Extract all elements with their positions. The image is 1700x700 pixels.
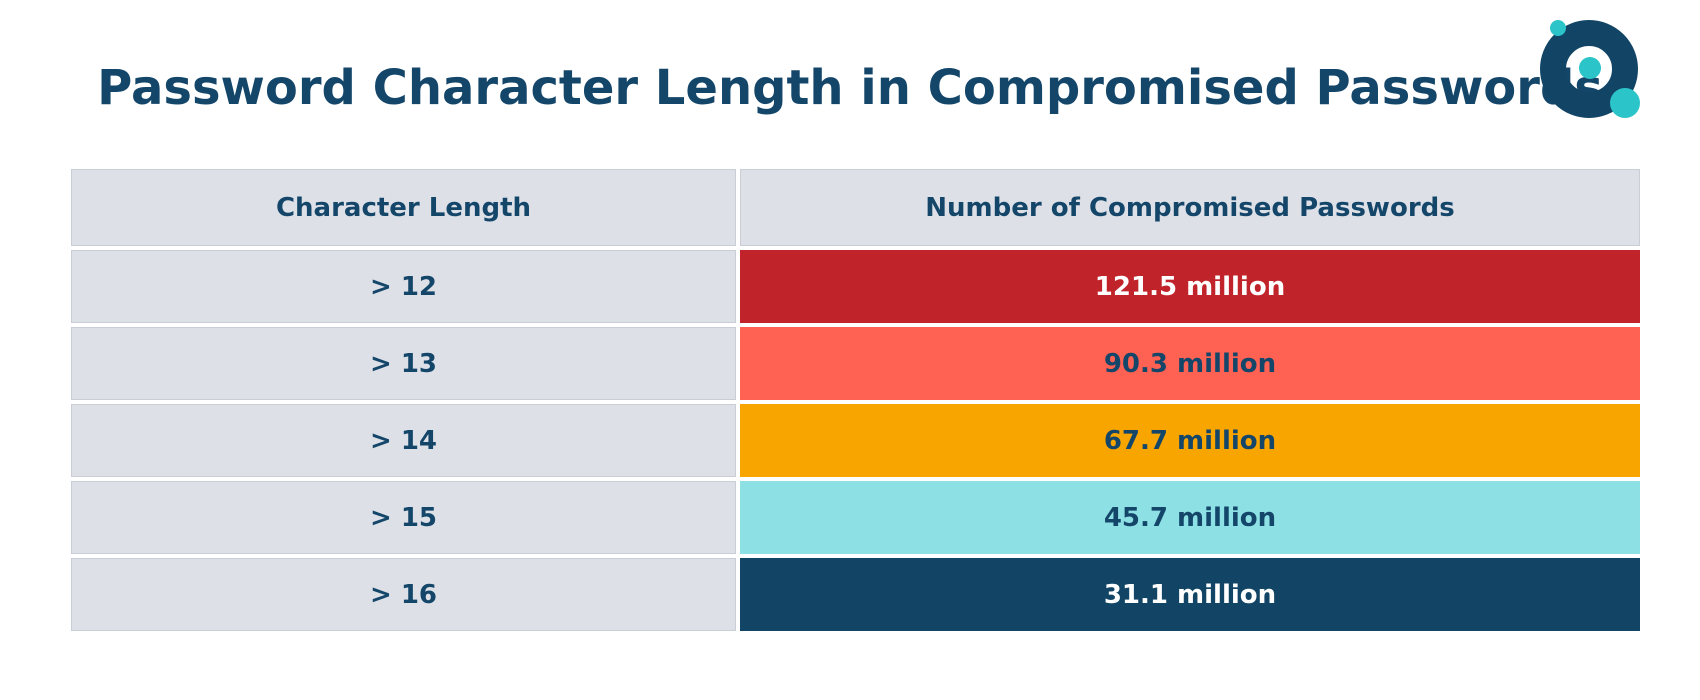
compromised-count-cell: 121.5 million bbox=[740, 250, 1640, 323]
table-row: > 12 121.5 million bbox=[71, 250, 1640, 323]
character-length-cell: > 14 bbox=[71, 404, 736, 477]
compromised-passwords-table: Character Length Number of Compromised P… bbox=[71, 169, 1640, 635]
logo-center-dot bbox=[1579, 57, 1601, 79]
page-title: Password Character Length in Compromised… bbox=[97, 60, 1603, 116]
character-length-cell: > 13 bbox=[71, 327, 736, 400]
compromised-count-cell: 90.3 million bbox=[740, 327, 1640, 400]
logo-large-dot bbox=[1610, 88, 1640, 118]
table-row: > 14 67.7 million bbox=[71, 404, 1640, 477]
compromised-count-cell: 67.7 million bbox=[740, 404, 1640, 477]
logo-small-dot bbox=[1550, 20, 1566, 36]
character-length-cell: > 12 bbox=[71, 250, 736, 323]
table-row: > 13 90.3 million bbox=[71, 327, 1640, 400]
header-compromised-count: Number of Compromised Passwords bbox=[740, 169, 1640, 246]
table-row: > 16 31.1 million bbox=[71, 558, 1640, 631]
character-length-cell: > 15 bbox=[71, 481, 736, 554]
table-row: > 15 45.7 million bbox=[71, 481, 1640, 554]
header-character-length: Character Length bbox=[71, 169, 736, 246]
compromised-count-cell: 45.7 million bbox=[740, 481, 1640, 554]
character-length-cell: > 16 bbox=[71, 558, 736, 631]
table-header-row: Character Length Number of Compromised P… bbox=[71, 169, 1640, 246]
logo-ring bbox=[1540, 20, 1638, 118]
compromised-count-cell: 31.1 million bbox=[740, 558, 1640, 631]
table-body: > 12 121.5 million > 13 90.3 million > 14 67.… bbox=[71, 250, 1640, 631]
circle-logo-icon bbox=[1540, 20, 1640, 118]
